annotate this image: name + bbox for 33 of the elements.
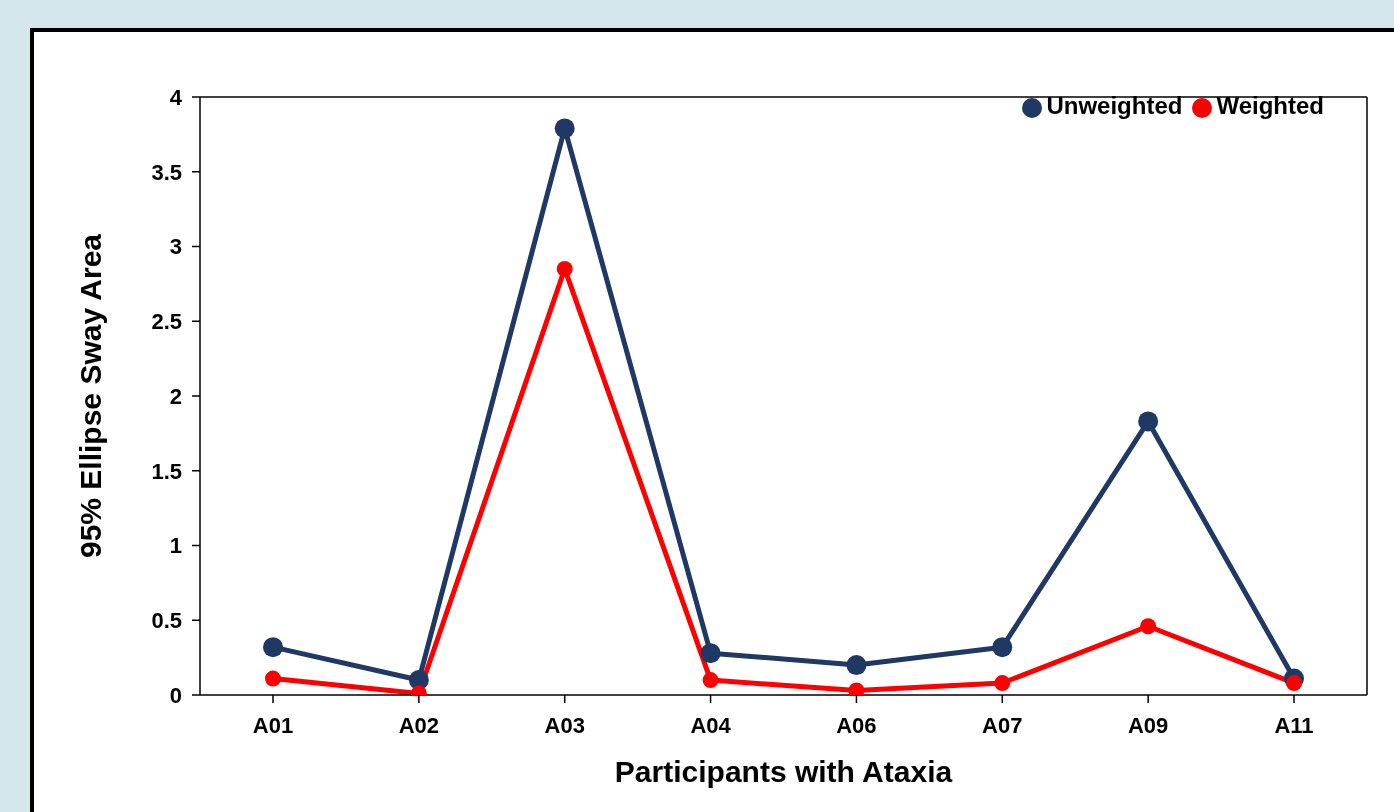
legend-label: Unweighted	[1046, 92, 1183, 119]
point	[700, 643, 721, 664]
y-tick-label: 4	[169, 84, 183, 110]
point	[994, 675, 1011, 692]
point	[554, 118, 575, 139]
point	[1286, 675, 1302, 692]
x-tick-label: A04	[690, 712, 732, 738]
point	[992, 637, 1013, 658]
point	[265, 670, 281, 687]
x-tick-label: A01	[252, 712, 294, 738]
x-tick-label: A11	[1274, 712, 1314, 738]
x-tick-label: A03	[544, 712, 585, 738]
point	[846, 655, 867, 676]
point	[556, 260, 573, 277]
y-axis-title: 95% Ellipse Sway Area	[73, 233, 107, 559]
y-tick-label: 2	[169, 383, 182, 409]
point	[1140, 618, 1157, 635]
y-tick-label: 3.5	[151, 159, 182, 185]
point	[1138, 411, 1159, 432]
y-tick-label: 3	[169, 234, 182, 260]
y-tick-label: 1	[169, 533, 182, 559]
y-tick-label: 0.5	[151, 608, 182, 634]
x-tick-label: A09	[1127, 712, 1169, 738]
x-tick-label: A07	[982, 712, 1023, 738]
x-tick-label: A02	[398, 712, 440, 738]
y-tick-label: 1.5	[151, 458, 182, 484]
y-tick-label: 2.5	[151, 309, 182, 335]
y-tick-label: 0	[169, 682, 182, 708]
x-tick-label: A06	[836, 712, 877, 738]
legend-label: Weighted	[1216, 92, 1324, 119]
x-axis-title: Participants with Ataxia	[614, 755, 953, 788]
point	[263, 637, 283, 658]
point	[702, 672, 719, 689]
